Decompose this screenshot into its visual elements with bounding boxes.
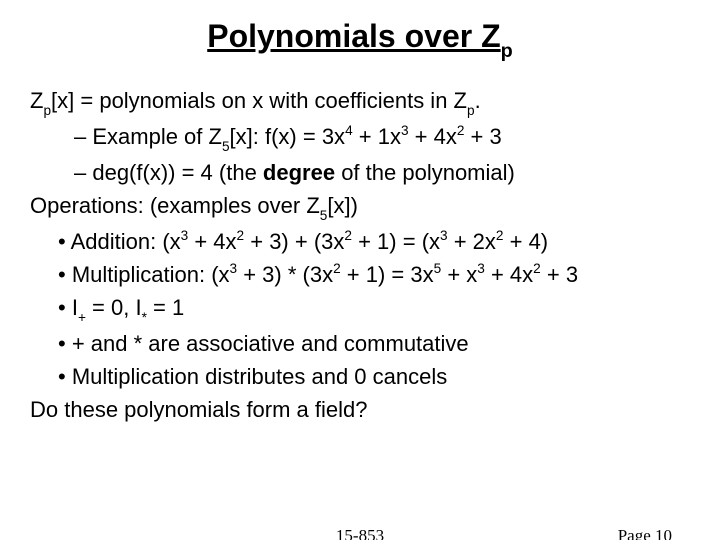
sup: 3	[181, 228, 189, 243]
sup: 2	[496, 228, 504, 243]
txt: [x] = polynomials on x with coefficients…	[51, 88, 467, 113]
slide-body: Zp[x] = polynomials on x with coefficien…	[30, 84, 690, 425]
line-question: Do these polynomials form a field?	[30, 393, 690, 426]
sub: 5	[222, 139, 230, 154]
sub: *	[142, 310, 147, 325]
txt: • I	[58, 295, 78, 320]
txt: + 1x	[353, 124, 401, 149]
line-degree: – deg(f(x)) = 4 (the degree of the polyn…	[30, 156, 690, 189]
txt: Z	[30, 88, 43, 113]
txt: + x	[441, 262, 477, 287]
bold: degree	[263, 160, 335, 185]
txt: • Multiplication: (x	[58, 262, 230, 287]
txt: [x])	[327, 193, 358, 218]
txt: + 4x	[409, 124, 457, 149]
sup: 2	[237, 228, 245, 243]
txt: – deg(f(x)) = 4 (the	[74, 160, 263, 185]
title-subscript: p	[501, 40, 513, 62]
txt: + 3) * (3x	[237, 262, 333, 287]
txt: + 4x	[188, 229, 236, 254]
txt: + 1) = 3x	[341, 262, 434, 287]
txt: = 1	[147, 295, 184, 320]
sup: 4	[345, 123, 353, 138]
sub: 5	[320, 208, 328, 223]
sup: 3	[401, 123, 409, 138]
line-operations: Operations: (examples over Z5[x])	[30, 189, 690, 225]
txt: + 2x	[448, 229, 496, 254]
txt: + 3	[541, 262, 578, 287]
txt: of the polynomial)	[335, 160, 515, 185]
sup: 2	[533, 261, 541, 276]
line-identities: • I+ = 0, I* = 1	[30, 291, 690, 327]
line-multiplication: • Multiplication: (x3 + 3) * (3x2 + 1) =…	[30, 258, 690, 291]
txt: + 3	[464, 124, 501, 149]
footer-page: Page 10	[618, 526, 672, 540]
sup: 2	[344, 228, 352, 243]
slide-title: Polynomials over Zp	[30, 18, 690, 60]
txt: [x]: f(x) = 3x	[230, 124, 346, 149]
line-definition: Zp[x] = polynomials on x with coefficien…	[30, 84, 690, 120]
sup: 3	[477, 261, 485, 276]
line-assoc-comm: • + and * are associative and commutativ…	[30, 327, 690, 360]
footer-course: 15-853	[0, 526, 720, 540]
line-distribute: • Multiplication distributes and 0 cance…	[30, 360, 690, 393]
txt: .	[475, 88, 481, 113]
sup: 2	[457, 123, 465, 138]
sup: 5	[434, 261, 442, 276]
txt: + 1) = (x	[352, 229, 440, 254]
txt: • Addition: (x	[58, 229, 181, 254]
line-addition: • Addition: (x3 + 4x2 + 3) + (3x2 + 1) =…	[30, 225, 690, 258]
sub: p	[43, 103, 51, 118]
line-example: – Example of Z5[x]: f(x) = 3x4 + 1x3 + 4…	[30, 120, 690, 156]
sup: 2	[333, 261, 341, 276]
txt: + 3) + (3x	[244, 229, 344, 254]
txt: + 4)	[504, 229, 549, 254]
txt: = 0, I	[86, 295, 142, 320]
title-text: Polynomials over Z	[207, 18, 500, 54]
sub: p	[467, 103, 475, 118]
sup: 3	[440, 228, 448, 243]
txt: – Example of Z	[74, 124, 222, 149]
txt: + 4x	[485, 262, 533, 287]
txt: Operations: (examples over Z	[30, 193, 320, 218]
sub: +	[78, 310, 86, 325]
sup: 3	[230, 261, 238, 276]
